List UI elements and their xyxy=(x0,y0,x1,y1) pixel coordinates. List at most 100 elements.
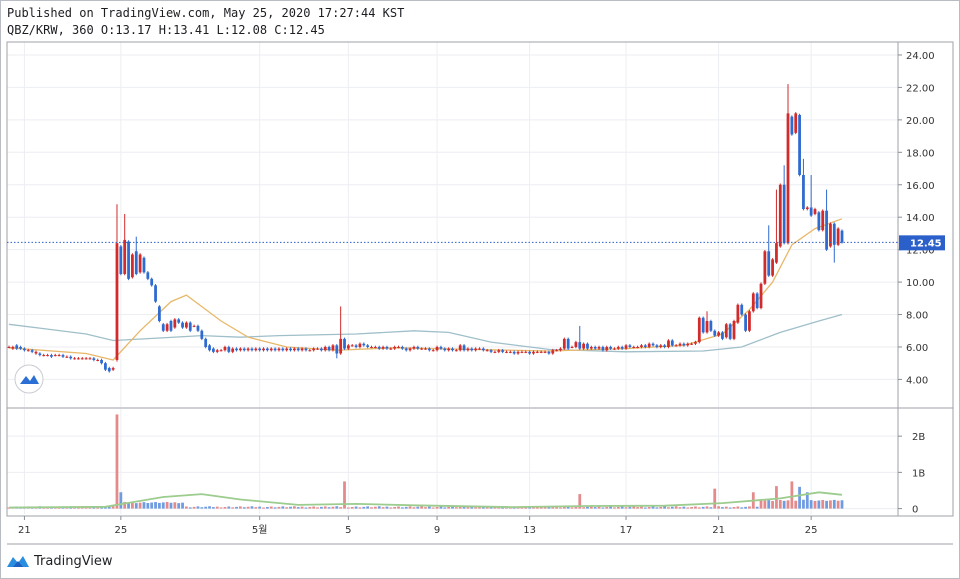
volume-bar xyxy=(574,506,578,509)
candle-body xyxy=(431,350,435,352)
volume-bar xyxy=(169,502,173,509)
volume-bar xyxy=(728,507,732,509)
volume-bar xyxy=(589,506,593,509)
volume-bar xyxy=(462,506,466,509)
volume-bar xyxy=(478,507,481,509)
price-tick-label: 24.00 xyxy=(906,51,935,62)
candle-body xyxy=(643,345,647,347)
volume-bar xyxy=(443,507,447,509)
chart-logo-badge[interactable] xyxy=(14,364,44,394)
volume-bar xyxy=(813,500,817,509)
candle-body xyxy=(613,348,616,350)
volume-bar xyxy=(705,506,709,509)
volume-bar xyxy=(134,503,138,509)
volume-bar xyxy=(794,500,798,509)
ma-long-line xyxy=(8,313,843,353)
candle-body xyxy=(485,350,489,352)
candle-body xyxy=(53,355,57,357)
volume-bar xyxy=(539,507,543,509)
candle-body xyxy=(258,348,262,351)
candle-body xyxy=(798,115,801,176)
volume-bar xyxy=(771,500,774,509)
candle-body xyxy=(127,241,130,279)
candle-body xyxy=(354,345,358,347)
volume-bar xyxy=(397,506,400,509)
volume-bar xyxy=(154,502,157,509)
candle-body xyxy=(427,348,431,351)
candle-body xyxy=(385,346,389,349)
volume-bar xyxy=(119,492,123,509)
volume-bar xyxy=(331,506,335,509)
volume-bar xyxy=(616,506,620,509)
volume-bar xyxy=(786,500,790,509)
volume-bar xyxy=(790,481,794,509)
candle-body xyxy=(273,348,277,351)
candle-body xyxy=(686,343,690,346)
volume-bar xyxy=(258,506,262,509)
candle-body xyxy=(412,346,416,349)
volume-bar xyxy=(670,506,674,509)
candle-body xyxy=(185,322,188,328)
volume-bar xyxy=(196,506,200,509)
volume-bar xyxy=(559,507,562,509)
volume-bar xyxy=(555,506,559,509)
candle-body xyxy=(312,348,316,351)
volume-bar xyxy=(435,507,439,509)
candle-body xyxy=(377,346,381,349)
candle-body xyxy=(34,351,38,354)
candle-body xyxy=(582,343,586,349)
volume-bar xyxy=(381,507,385,509)
candle-body xyxy=(678,343,682,346)
candle-body xyxy=(15,345,19,349)
candle-body xyxy=(134,251,138,274)
candle-body xyxy=(169,321,173,331)
candle-body xyxy=(138,254,142,273)
candle-body xyxy=(786,113,790,244)
candle-body xyxy=(667,340,670,347)
candle-body xyxy=(528,351,532,354)
candle-body xyxy=(489,350,493,352)
volume-bar xyxy=(694,506,697,509)
volume-bar xyxy=(516,507,520,509)
candle-body xyxy=(682,343,686,346)
volume-bar xyxy=(350,507,354,509)
volume-bar xyxy=(701,506,705,509)
candle-body xyxy=(131,254,134,278)
volume-bar xyxy=(570,507,574,509)
candle-body xyxy=(420,348,424,350)
candle-body xyxy=(748,311,751,331)
volume-bar xyxy=(127,502,130,509)
volume-bar xyxy=(319,506,323,509)
volume-bar xyxy=(609,506,612,509)
brand-name: TradingView xyxy=(34,553,113,569)
volume-bar xyxy=(674,506,678,509)
tradingview-logo-icon xyxy=(7,556,29,567)
volume-bar xyxy=(763,500,767,509)
candle-body xyxy=(474,348,478,351)
candle-body xyxy=(713,330,717,336)
candle-body xyxy=(416,346,420,349)
volume-bars xyxy=(7,414,844,509)
volume-bar xyxy=(447,506,451,509)
candle-body xyxy=(451,348,454,351)
symbol-ohlc-legend: QBZ/KRW, 360 O:13.17 H:13.41 L:12.08 C:1… xyxy=(7,23,325,37)
candle-body xyxy=(323,346,327,351)
volume-bar xyxy=(840,500,844,509)
candle-body xyxy=(393,346,397,349)
volume-bar xyxy=(385,506,389,509)
candle-body xyxy=(532,351,535,354)
volume-bar xyxy=(713,488,717,509)
volume-bar xyxy=(339,507,343,509)
candle-body xyxy=(204,338,208,347)
price-tick-label: 20.00 xyxy=(906,116,935,127)
candle-body xyxy=(69,356,73,359)
moving-averages xyxy=(8,218,843,361)
volume-bar xyxy=(289,506,292,509)
volume-bar xyxy=(632,506,636,509)
candle-body xyxy=(763,251,767,284)
candle-body xyxy=(794,113,798,133)
candle-body xyxy=(408,348,412,351)
candle-body xyxy=(508,351,512,353)
candle-body xyxy=(339,338,343,354)
